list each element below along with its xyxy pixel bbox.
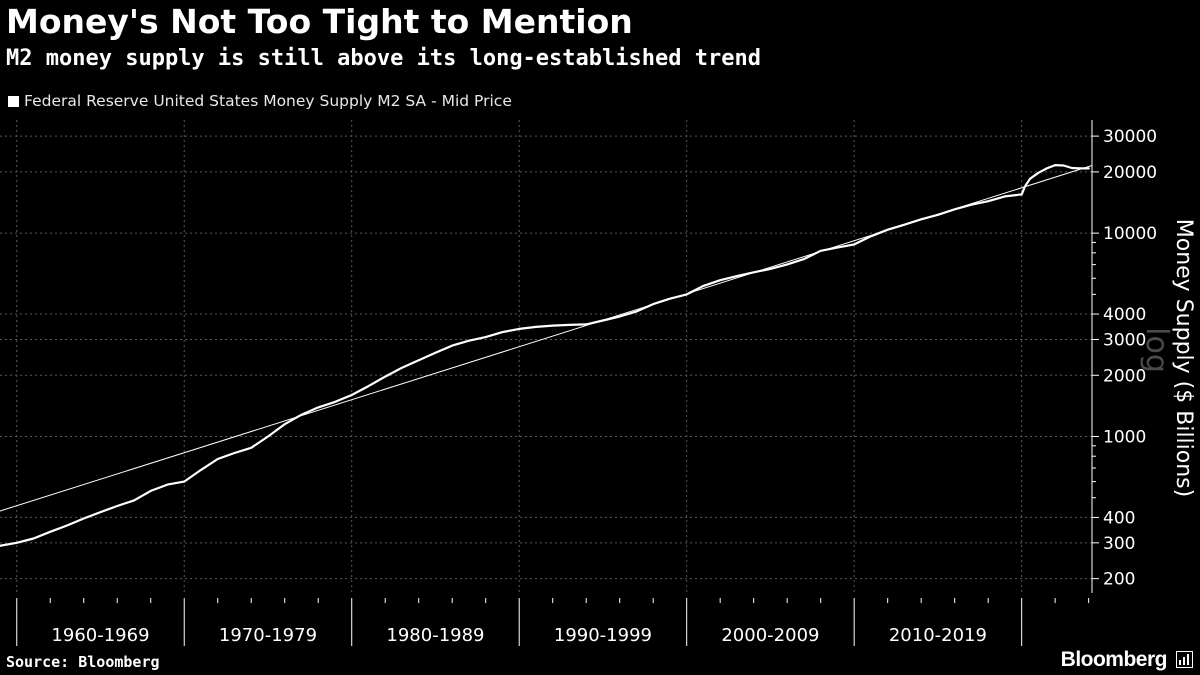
- y-tick-label: 20000: [1103, 163, 1157, 183]
- x-category-label: 1970-1979: [219, 625, 317, 646]
- trend-line: [0, 165, 1093, 512]
- x-category-label: 1990-1999: [554, 625, 652, 646]
- scale-indicator: log: [1139, 327, 1174, 373]
- y-tick-label: 2000: [1103, 366, 1146, 386]
- legend-swatch: [8, 95, 19, 107]
- y-axis-title: Money Supply ($ Billions): [1171, 219, 1196, 497]
- y-tick-label: 300: [1103, 534, 1135, 554]
- x-category-label: 1980-1989: [386, 625, 484, 646]
- y-tick-label: 4000: [1103, 305, 1146, 325]
- y-tick-label: 200: [1103, 570, 1135, 590]
- y-tick-label: 400: [1103, 508, 1135, 528]
- y-tick-label: 3000: [1103, 330, 1146, 350]
- legend: Federal Reserve United States Money Supp…: [8, 90, 512, 112]
- x-category-label: 2010-2019: [889, 625, 987, 646]
- bar-chart-icon: [1176, 651, 1193, 668]
- chart-title: Money's Not Too Tight to Mention: [6, 2, 633, 41]
- source-note: Source: Bloomberg: [6, 653, 160, 671]
- legend-label: Federal Reserve United States Money Supp…: [24, 92, 512, 110]
- x-category-label: 1960-1969: [51, 625, 149, 646]
- y-tick-label: 1000: [1103, 427, 1146, 447]
- brand-logo: Bloomberg: [1060, 648, 1168, 671]
- chart-subtitle: M2 money supply is still above its long-…: [6, 46, 761, 71]
- x-category-label: 2000-2009: [721, 625, 819, 646]
- y-tick-label: 10000: [1103, 224, 1157, 244]
- y-tick-label: 30000: [1103, 127, 1157, 147]
- m2-series-line: [0, 164, 1090, 547]
